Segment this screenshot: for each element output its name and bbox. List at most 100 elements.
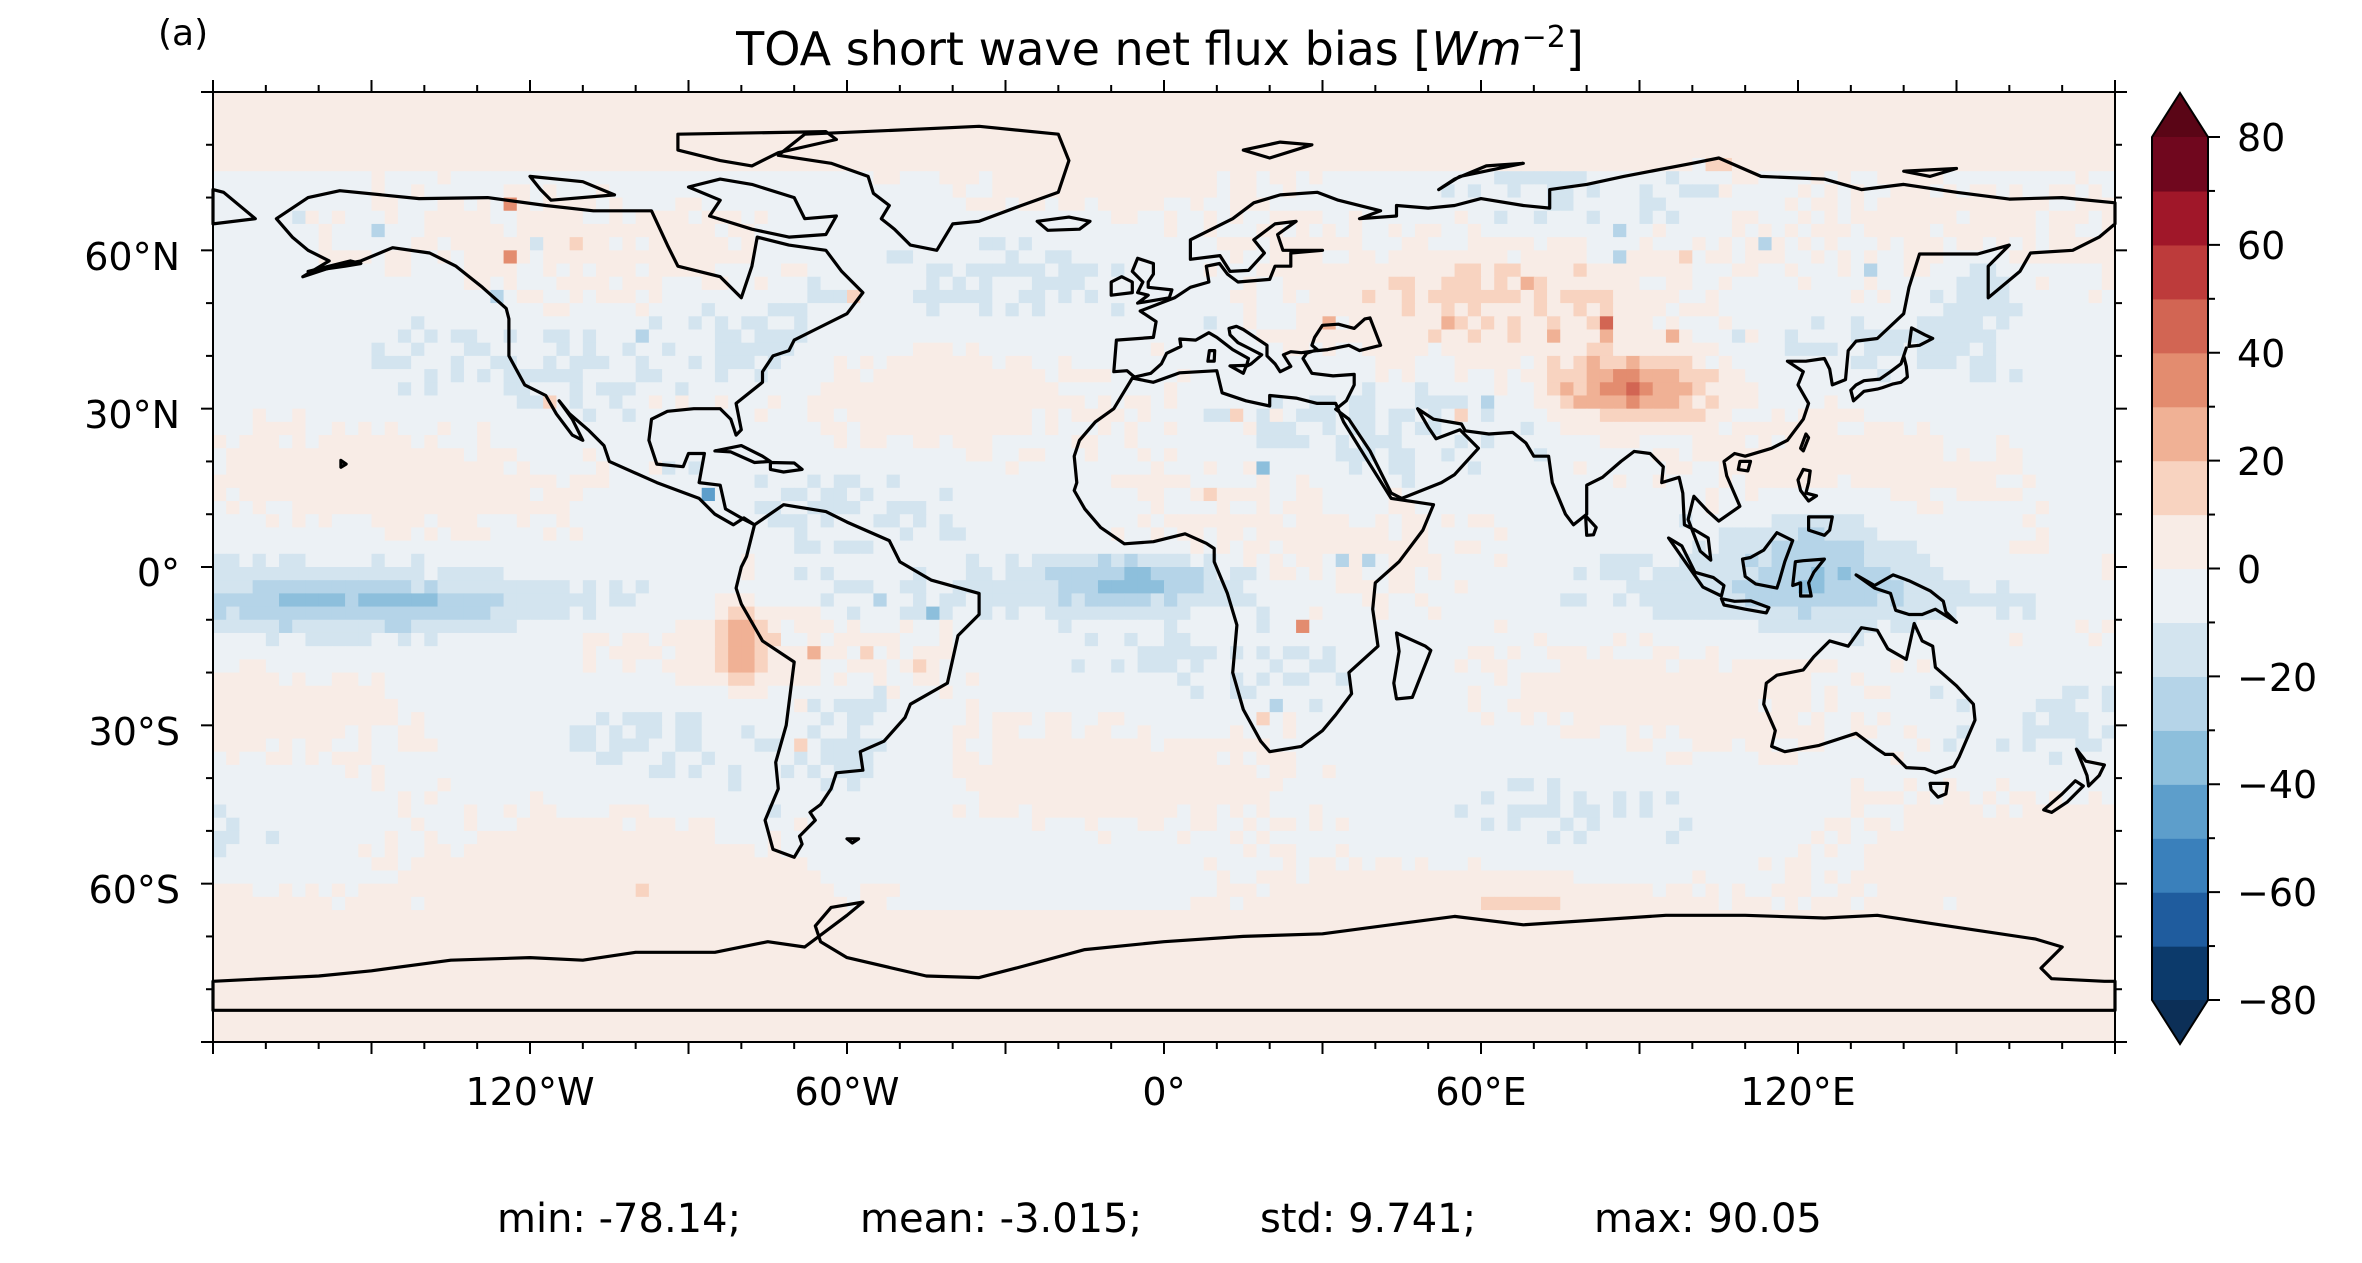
- heatmap-cell: [860, 329, 875, 344]
- heatmap-cell: [648, 342, 663, 357]
- heatmap-cell: [1375, 237, 1390, 251]
- heatmap-cell: [1335, 303, 1350, 317]
- heatmap-cell: [2009, 501, 2024, 515]
- heatmap-cell: [635, 263, 650, 278]
- heatmap-cell: [1097, 382, 1112, 397]
- heatmap-cell: [318, 448, 333, 463]
- heatmap-cell: [820, 395, 835, 410]
- heatmap-cell: [1309, 501, 1324, 515]
- heatmap-cell: [2101, 487, 2116, 502]
- heatmap-cell: [1296, 316, 1310, 331]
- heatmap-cell: [1864, 118, 1878, 133]
- heatmap-cell: [1124, 461, 1139, 476]
- heatmap-cell: [1190, 514, 1205, 529]
- heatmap-cell: [662, 157, 676, 172]
- heatmap-cell: [1586, 435, 1601, 449]
- heatmap-cell: [1243, 105, 1258, 119]
- heatmap-cell: [1943, 448, 1958, 463]
- heatmap-cell: [1348, 289, 1363, 304]
- heatmap-cell: [1758, 514, 1773, 529]
- heatmap-cell: [213, 435, 227, 449]
- heatmap-cell: [1362, 144, 1376, 159]
- heatmap-cell: [1071, 131, 1086, 146]
- heatmap-cell: [516, 540, 531, 555]
- heatmap-cell: [741, 421, 756, 436]
- heatmap-cell: [279, 289, 293, 304]
- heatmap-cell: [1692, 329, 1707, 344]
- heatmap-cell: [965, 540, 980, 555]
- heatmap-cell: [1520, 263, 1535, 278]
- heatmap-cell: [1124, 210, 1139, 225]
- heatmap-cell: [1124, 118, 1139, 133]
- heatmap-cell: [292, 382, 307, 397]
- heatmap-cell: [1877, 408, 1892, 423]
- heatmap-cell: [1824, 487, 1839, 502]
- heatmap-cell: [2022, 157, 2037, 172]
- heatmap-cell: [1031, 514, 1046, 529]
- heatmap-cell: [556, 369, 571, 383]
- heatmap-cell: [1375, 421, 1390, 436]
- heatmap-cell: [1190, 131, 1205, 146]
- heatmap-cell: [952, 448, 967, 463]
- heatmap-cell: [424, 105, 439, 119]
- heatmap-cell: [714, 435, 729, 449]
- heatmap-cell: [1137, 171, 1152, 185]
- heatmap-cell: [516, 157, 531, 172]
- heatmap-cell: [503, 223, 518, 238]
- heatmap-cell: [1996, 263, 2010, 278]
- heatmap-cell: [1771, 514, 1786, 529]
- heatmap-cell: [596, 501, 610, 515]
- heatmap-cell: [1401, 461, 1416, 476]
- heatmap-cell: [1375, 197, 1390, 212]
- heatmap-cell: [1758, 197, 1773, 212]
- heatmap-cell: [371, 514, 386, 529]
- heatmap-cell: [569, 382, 584, 397]
- heatmap-cell: [1705, 448, 1720, 463]
- heatmap-cell: [1930, 144, 1944, 159]
- heatmap-cell: [926, 435, 941, 449]
- heatmap-cell: [794, 382, 808, 397]
- heatmap-cell: [807, 382, 822, 397]
- heatmap-cell: [424, 131, 439, 146]
- heatmap-cell: [1969, 157, 1984, 172]
- heatmap-cell: [2022, 448, 2037, 463]
- heatmap-cell: [1296, 527, 1310, 542]
- heatmap-cell: [543, 131, 558, 146]
- heatmap-cell: [503, 144, 518, 159]
- heatmap-cell: [979, 474, 993, 489]
- heatmap-cell: [516, 435, 531, 449]
- heatmap-cell: [1864, 527, 1878, 542]
- heatmap-cell: [1864, 289, 1878, 304]
- heatmap-cell: [1269, 408, 1284, 423]
- heatmap-cell: [318, 303, 333, 317]
- heatmap-cell: [1137, 210, 1152, 225]
- heatmap-cell: [1903, 514, 1918, 529]
- heatmap-cell: [1798, 157, 1812, 172]
- heatmap-cell: [450, 421, 465, 436]
- heatmap-cell: [820, 461, 835, 476]
- heatmap-cell: [1613, 105, 1627, 119]
- heatmap-cell: [1613, 250, 1627, 265]
- heatmap-cell: [424, 157, 439, 172]
- heatmap-cell: [675, 408, 690, 423]
- heatmap-cell: [622, 92, 637, 106]
- heatmap-cell: [609, 105, 624, 119]
- heatmap-cell: [1798, 342, 1812, 357]
- heatmap-cell: [1441, 105, 1456, 119]
- heatmap-cell: [1864, 210, 1878, 225]
- heatmap-cell: [1507, 303, 1522, 317]
- heatmap-cell: [1784, 276, 1799, 291]
- heatmap-cell: [503, 514, 518, 529]
- heatmap-cell: [741, 501, 756, 515]
- heatmap-cell: [1058, 501, 1073, 515]
- heatmap-cell: [1679, 369, 1693, 383]
- heatmap-cell: [741, 289, 756, 304]
- heatmap-cell: [1005, 184, 1020, 199]
- heatmap-cell: [516, 276, 531, 291]
- heatmap-cell: [1811, 448, 1826, 463]
- heatmap-cell: [807, 421, 822, 436]
- heatmap-cell: [1441, 355, 1456, 370]
- heatmap-cell: [1560, 105, 1575, 119]
- heatmap-cell: [992, 382, 1007, 397]
- heatmap-cell: [1969, 395, 1984, 410]
